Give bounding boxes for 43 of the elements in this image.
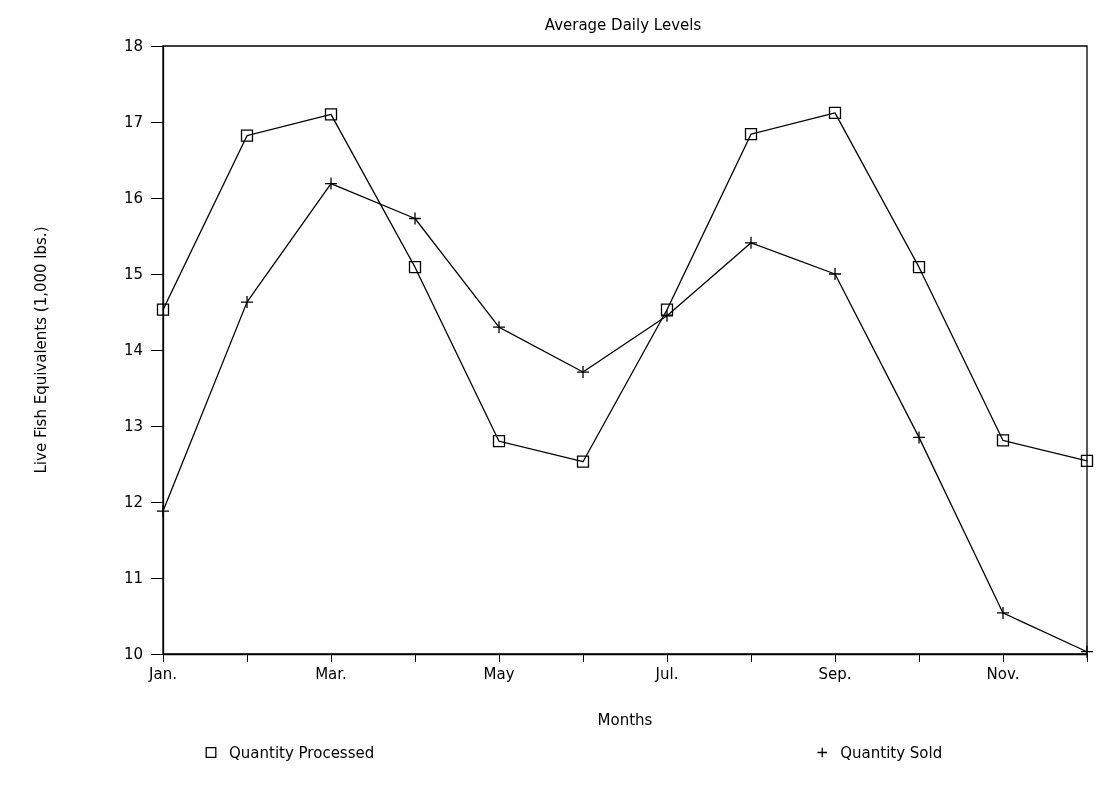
point [744,236,758,250]
point [240,129,254,142]
point [912,430,926,445]
y-tick-label: 11 [123,569,143,587]
point [996,606,1010,620]
point [324,176,338,191]
y-tick-label: 18 [123,37,143,55]
y-tick-label: 16 [123,189,143,207]
point [1080,454,1094,468]
point [408,211,422,226]
x-tick-label: Jan. [148,664,177,683]
x-tick-label: Nov. [986,664,1020,683]
point [912,261,926,274]
point [828,106,842,120]
x-axis-title: Months [597,710,653,729]
point [240,295,254,309]
point [996,434,1010,447]
x-tick-label: May [483,664,515,683]
y-axis-title: Live Fish Equivalents (1,000 lbs.) [31,226,50,474]
x-tick-label: Mar. [315,664,347,683]
point [324,108,338,121]
y-tick-label: 12 [123,493,143,511]
point [156,504,170,518]
x-tick-label: Jul. [654,664,679,683]
y-tick-label: 14 [123,341,143,359]
legend-label: Quantity Sold [840,743,943,762]
point [828,267,842,281]
point [156,303,170,316]
y-tick-label: 13 [123,417,143,435]
y-tick-label: 10 [123,645,143,663]
point [492,435,506,448]
point [576,455,590,468]
point [492,320,506,334]
point [660,309,674,323]
point [408,261,422,274]
y-tick-label: 15 [123,265,143,283]
y-tick-label: 17 [123,113,143,131]
point [660,303,674,316]
x-tick-label: Sep. [818,664,852,683]
point [744,128,758,141]
point [576,365,590,379]
legend-label: Quantity Processed [229,743,375,762]
chart-title: Average Daily Levels [544,15,702,34]
